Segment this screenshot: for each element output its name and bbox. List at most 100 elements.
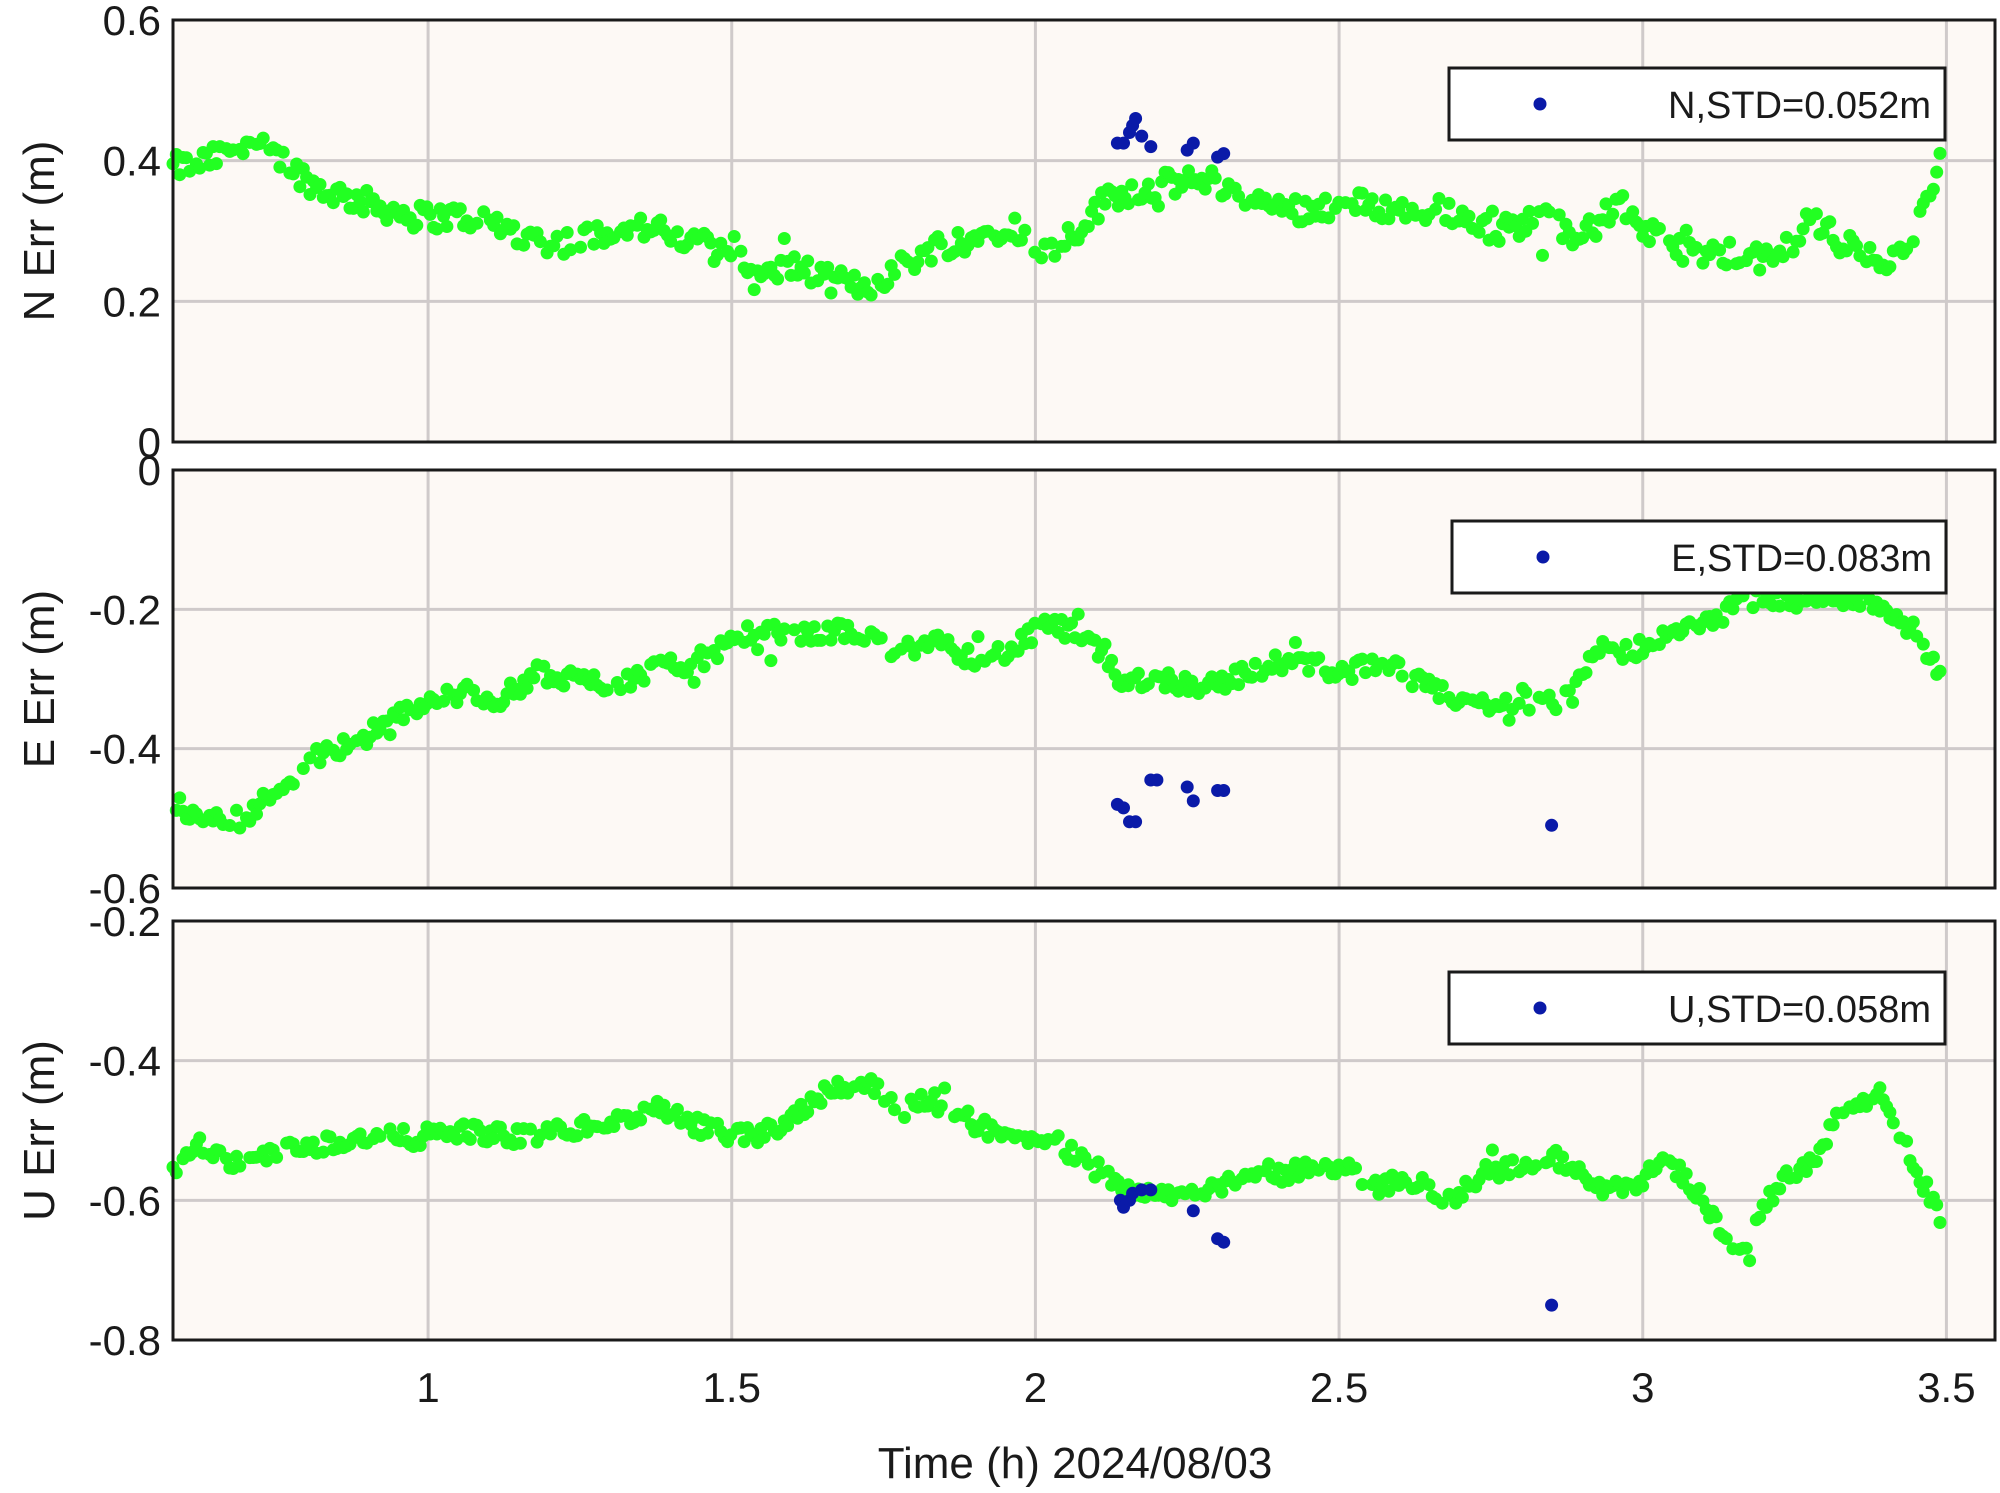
data-point: [1873, 1081, 1887, 1095]
data-point: [1840, 244, 1853, 258]
data-point: [1582, 212, 1596, 226]
y-tick-label: 0: [138, 419, 161, 466]
data-point: [1492, 1171, 1506, 1185]
y-axis-label: N Err (m): [15, 141, 64, 322]
data-point: [1910, 1165, 1924, 1179]
data-point: [1018, 223, 1032, 237]
data-point: [1098, 637, 1112, 651]
data-point: [1766, 1194, 1780, 1208]
data-point: [1455, 1190, 1469, 1204]
highlight-point: [1129, 112, 1143, 125]
highlight-point: [1150, 773, 1164, 787]
data-point: [1526, 216, 1539, 230]
data-point: [1616, 189, 1630, 203]
data-point: [1485, 204, 1499, 218]
y-tick-label: -0.2: [89, 586, 161, 633]
data-point: [1081, 1157, 1095, 1171]
data-point: [1502, 1168, 1516, 1182]
data-point: [1355, 1178, 1369, 1191]
data-point: [1349, 1161, 1362, 1175]
data-point: [670, 225, 684, 239]
data-point: [1723, 235, 1737, 249]
data-point: [1786, 245, 1800, 259]
legend-label: U,STD=0.058m: [1668, 989, 1931, 1031]
legend: E,STD=0.083m: [1450, 519, 1948, 595]
highlight-point: [1186, 794, 1200, 808]
data-point: [250, 807, 263, 821]
data-point: [1506, 1153, 1519, 1167]
data-point: [1693, 1182, 1706, 1195]
data-point: [1930, 1198, 1944, 1212]
data-point: [1065, 616, 1078, 630]
y-tick-label: -0.6: [89, 1177, 161, 1224]
data-point: [193, 161, 207, 175]
x-tick-label: 2: [1024, 1364, 1047, 1411]
data-point: [1141, 177, 1155, 191]
data-point: [951, 226, 965, 239]
highlight-point: [1186, 136, 1200, 150]
data-point: [1749, 240, 1763, 254]
data-point: [397, 1122, 410, 1135]
y-tick-label: 0.6: [103, 0, 161, 44]
data-point: [614, 683, 628, 697]
data-point: [1522, 703, 1536, 717]
data-point: [487, 1132, 501, 1145]
data-point: [701, 1126, 714, 1140]
data-point: [1245, 670, 1259, 684]
data-point: [1105, 653, 1119, 667]
data-point: [814, 1096, 828, 1110]
plot-frame: [171, 468, 1997, 890]
data-point: [1863, 241, 1877, 254]
data-point: [1753, 1210, 1767, 1224]
data-point: [1689, 241, 1703, 254]
data-point: [1676, 254, 1690, 268]
data-point: [931, 628, 945, 642]
data-point: [1853, 599, 1867, 613]
data-point: [1048, 249, 1062, 263]
panel-1: -0.6 -0.4 -0.2 0 E Err (m) E,STD=0.083m: [15, 447, 1997, 912]
data-point: [857, 634, 871, 648]
data-point: [871, 1077, 885, 1091]
data-point: [1492, 234, 1506, 248]
legend-box: [1450, 519, 1948, 595]
data-point: [847, 268, 861, 282]
data-point: [634, 1113, 648, 1127]
data-point: [888, 1103, 901, 1117]
data-point: [1058, 631, 1072, 645]
data-point: [1318, 191, 1332, 205]
data-point: [286, 167, 300, 181]
data-point: [380, 213, 394, 227]
highlight-point: [1117, 801, 1130, 815]
data-point: [1809, 1155, 1823, 1168]
x-tick-label: 1: [416, 1364, 439, 1411]
data-point: [1773, 1182, 1787, 1196]
data-point: [457, 1117, 471, 1131]
data-point: [230, 803, 243, 817]
data-point: [340, 187, 354, 201]
data-point: [1058, 239, 1072, 253]
data-point: [864, 288, 878, 302]
data-point: [1288, 192, 1302, 206]
data-point: [1359, 666, 1372, 680]
data-point: [1071, 607, 1085, 621]
data-point: [1065, 1138, 1078, 1152]
data-point: [1793, 234, 1807, 248]
data-point: [1930, 165, 1944, 179]
plot-frame: [171, 18, 1997, 444]
data-point: [1025, 636, 1038, 650]
data-point: [1405, 680, 1419, 694]
data-point: [1432, 192, 1446, 205]
data-point: [223, 819, 237, 832]
legend-box: [1447, 66, 1947, 142]
data-point: [270, 1150, 284, 1164]
data-point: [1820, 1137, 1833, 1151]
data-point: [1529, 1159, 1543, 1173]
data-point: [1619, 637, 1633, 651]
data-point: [1232, 189, 1246, 203]
highlight-point: [1135, 129, 1149, 143]
data-point: [664, 651, 678, 665]
data-point: [757, 1130, 771, 1144]
data-point: [293, 180, 307, 194]
data-point: [777, 232, 791, 245]
